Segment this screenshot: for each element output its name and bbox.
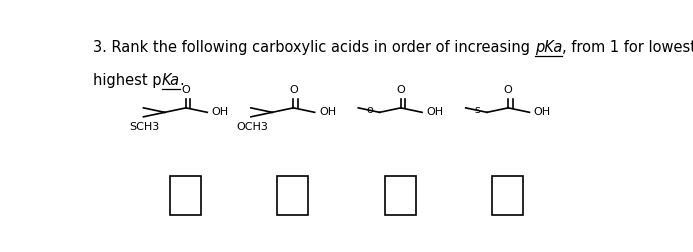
Text: pKa: pKa bbox=[535, 40, 562, 55]
Text: OCH3: OCH3 bbox=[236, 122, 268, 132]
Text: , from 1 for lowest p: , from 1 for lowest p bbox=[562, 40, 693, 55]
Text: OH: OH bbox=[426, 107, 444, 117]
Text: O: O bbox=[182, 85, 191, 95]
Text: SCH3: SCH3 bbox=[130, 122, 159, 132]
Bar bbox=[277, 176, 308, 215]
Bar bbox=[170, 176, 201, 215]
Text: highest p: highest p bbox=[93, 73, 161, 88]
Text: O: O bbox=[504, 85, 513, 95]
Text: s: s bbox=[475, 105, 480, 115]
Text: Ka: Ka bbox=[161, 73, 179, 88]
Bar bbox=[385, 176, 416, 215]
Text: 3. Rank the following carboxylic acids in order of increasing: 3. Rank the following carboxylic acids i… bbox=[93, 40, 535, 55]
Text: O: O bbox=[289, 85, 298, 95]
Text: .: . bbox=[179, 73, 184, 88]
Text: OH: OH bbox=[319, 107, 336, 117]
Text: OH: OH bbox=[534, 107, 551, 117]
Text: O: O bbox=[396, 85, 405, 95]
Bar bbox=[492, 176, 523, 215]
Text: o: o bbox=[367, 105, 373, 115]
Text: OH: OH bbox=[211, 107, 229, 117]
